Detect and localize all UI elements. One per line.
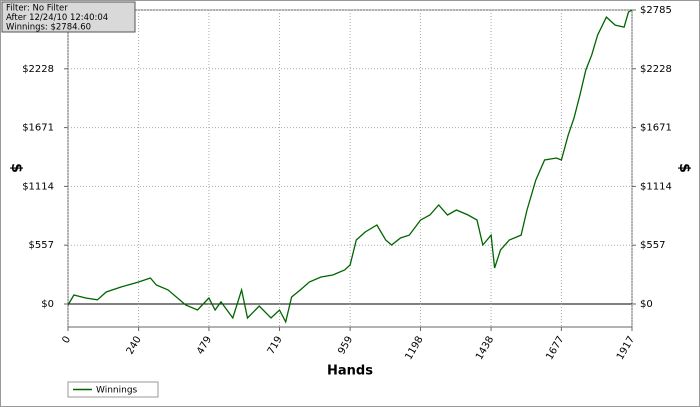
- legend-box: [67, 381, 159, 398]
- y2-tick-label: $0: [640, 299, 653, 310]
- y2-tick-label: $1114: [640, 181, 672, 192]
- x-tick-label: 0: [60, 335, 73, 346]
- x-axis-label: Hands: [327, 364, 373, 379]
- y-tick-label: $1114: [22, 181, 54, 192]
- info-text: After 12/24/10 12:40:04: [6, 13, 108, 23]
- y-tick-label: $0: [41, 299, 54, 310]
- info-box: [1, 1, 136, 33]
- y2-tick-label: $2785: [640, 5, 672, 16]
- info-text: Winnings: $2784.60: [6, 23, 91, 33]
- y2-axis-label: $: [676, 163, 692, 173]
- y2-tick-label: $2228: [640, 64, 672, 75]
- legend-label: Winnings: [96, 386, 138, 396]
- info-text: Filter: No Filter: [6, 4, 68, 14]
- y-tick-label: $2228: [22, 64, 54, 75]
- y-tick-label: $1671: [22, 123, 54, 134]
- line-series: [67, 9, 633, 324]
- y-tick-label: $557: [29, 240, 54, 251]
- y2-tick-label: $557: [640, 240, 665, 251]
- plot-area: [67, 9, 633, 328]
- y2-tick-label: $1671: [640, 123, 672, 134]
- y-axis-label: $: [8, 163, 24, 173]
